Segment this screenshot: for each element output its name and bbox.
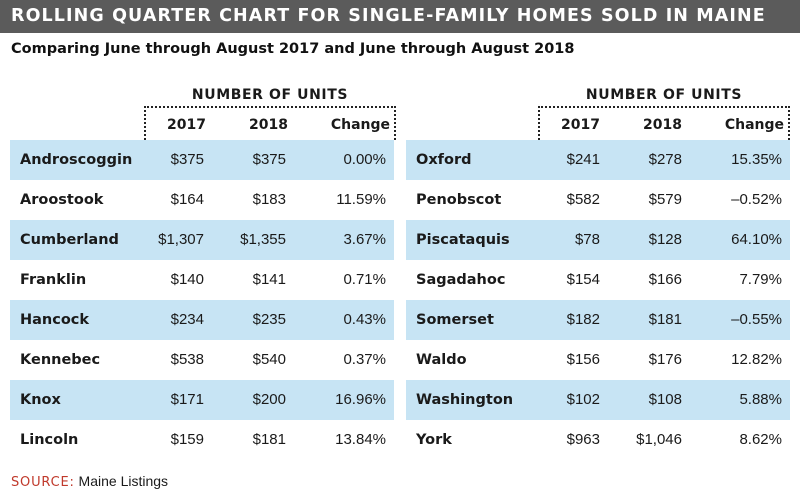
value-2018: $278 xyxy=(648,151,682,168)
value-2017: $375 xyxy=(170,151,204,168)
value-change: 7.79% xyxy=(739,271,782,288)
value-2018: $1,046 xyxy=(636,431,682,448)
value-2018: $108 xyxy=(648,391,682,408)
value-2017: $156 xyxy=(566,351,600,368)
value-2018: $181 xyxy=(648,311,682,328)
table-row: Somerset $182 $181 –0.55% xyxy=(406,300,790,340)
table-row: Aroostook $164 $183 11.59% xyxy=(10,180,394,220)
county-name: Oxford xyxy=(416,152,472,168)
county-name: Kennebec xyxy=(20,352,101,368)
value-2017: $78 xyxy=(574,231,600,248)
value-2017: $582 xyxy=(566,191,600,208)
right-table: NUMBER OF UNITS 2017 2018 Change Oxford $… xyxy=(406,86,790,460)
value-2018: $1,355 xyxy=(240,231,286,248)
county-name: Knox xyxy=(20,392,61,408)
county-name: Washington xyxy=(416,392,514,408)
value-2017: $963 xyxy=(566,431,600,448)
value-2017: $159 xyxy=(170,431,204,448)
value-2017: $102 xyxy=(566,391,600,408)
table-row: Kennebec $538 $540 0.37% xyxy=(10,340,394,380)
value-change: –0.52% xyxy=(731,191,782,208)
value-change: 0.71% xyxy=(343,271,386,288)
table-row: Waldo $156 $176 12.82% xyxy=(406,340,790,380)
column-header-2017: 2017 xyxy=(167,117,206,133)
value-2017: $154 xyxy=(566,271,600,288)
value-2018: $166 xyxy=(648,271,682,288)
value-2017: $538 xyxy=(170,351,204,368)
table-row: Hancock $234 $235 0.43% xyxy=(10,300,394,340)
county-name: Aroostook xyxy=(20,192,104,208)
value-change: –0.55% xyxy=(731,311,782,328)
table-row: Cumberland $1,307 $1,355 3.67% xyxy=(10,220,394,260)
value-2018: $540 xyxy=(252,351,286,368)
chart-subtitle: Comparing June through August 2017 and J… xyxy=(11,41,575,57)
value-change: 15.35% xyxy=(731,151,782,168)
table-row: Androscoggin $375 $375 0.00% xyxy=(10,140,394,180)
value-2017: $1,307 xyxy=(158,231,204,248)
table-row: Franklin $140 $141 0.71% xyxy=(10,260,394,300)
source-label: SOURCE: xyxy=(11,475,75,490)
county-name: Hancock xyxy=(20,312,90,328)
value-change: 11.59% xyxy=(336,191,386,208)
column-header-2017: 2017 xyxy=(561,117,600,133)
value-2018: $141 xyxy=(252,271,286,288)
county-name: Piscataquis xyxy=(416,232,510,248)
column-header-2018: 2018 xyxy=(249,117,288,133)
value-2018: $375 xyxy=(252,151,286,168)
table-row: Knox $171 $200 16.96% xyxy=(10,380,394,420)
table-rows-right: Oxford $241 $278 15.35% Penobscot $582 $579 –0.… xyxy=(406,140,790,460)
value-change: 12.82% xyxy=(731,351,782,368)
value-change: 8.62% xyxy=(739,431,782,448)
table-row: Oxford $241 $278 15.35% xyxy=(406,140,790,180)
table-row: Penobscot $582 $579 –0.52% xyxy=(406,180,790,220)
value-2018: $235 xyxy=(252,311,286,328)
value-2017: $140 xyxy=(170,271,204,288)
table-row: Lincoln $159 $181 13.84% xyxy=(10,420,394,460)
county-name: Lincoln xyxy=(20,432,79,448)
value-2018: $128 xyxy=(648,231,682,248)
value-change: 5.88% xyxy=(739,391,782,408)
value-change: 64.10% xyxy=(731,231,782,248)
value-change: 3.67% xyxy=(343,231,386,248)
value-2018: $200 xyxy=(252,391,286,408)
left-table: NUMBER OF UNITS 2017 2018 Change Androsc… xyxy=(10,86,396,460)
value-2018: $183 xyxy=(252,191,286,208)
column-header-left: 2017 2018 Change xyxy=(144,106,396,140)
value-change: 13.84% xyxy=(335,431,386,448)
value-2018: $176 xyxy=(648,351,682,368)
value-change: 0.43% xyxy=(343,311,386,328)
column-header-change: Change xyxy=(330,117,390,133)
county-name: Somerset xyxy=(416,312,494,328)
group-title-left: NUMBER OF UNITS xyxy=(191,87,349,103)
value-2018: $579 xyxy=(648,191,682,208)
column-header-2018: 2018 xyxy=(643,117,682,133)
county-name: York xyxy=(416,432,452,448)
county-name: Sagadahoc xyxy=(416,272,506,288)
county-name: Waldo xyxy=(416,352,467,368)
column-header-right: 2017 2018 Change xyxy=(538,106,790,140)
value-change: 0.00% xyxy=(343,151,386,168)
source-text: Maine Listings xyxy=(78,473,169,489)
table-rows-left: Androscoggin $375 $375 0.00% Aroostook $164 $1… xyxy=(10,140,394,460)
value-change: 0.37% xyxy=(343,351,386,368)
source-note: SOURCE: Maine Listings xyxy=(11,473,168,490)
value-2017: $164 xyxy=(170,191,204,208)
value-change: 16.96% xyxy=(335,391,386,408)
county-name: Franklin xyxy=(20,272,87,288)
county-name: Androscoggin xyxy=(20,152,133,168)
group-title-right: NUMBER OF UNITS xyxy=(585,87,743,103)
value-2017: $234 xyxy=(170,311,204,328)
value-2017: $171 xyxy=(170,391,204,408)
value-2017: $182 xyxy=(566,311,600,328)
value-2017: $241 xyxy=(566,151,600,168)
table-row: Sagadahoc $154 $166 7.79% xyxy=(406,260,790,300)
county-name: Penobscot xyxy=(416,192,502,208)
table-row: Washington $102 $108 5.88% xyxy=(406,380,790,420)
value-2018: $181 xyxy=(252,431,286,448)
table-row: Piscataquis $78 $128 64.10% xyxy=(406,220,790,260)
column-header-change: Change xyxy=(724,117,784,133)
table-row: York $963 $1,046 8.62% xyxy=(406,420,790,460)
county-name: Cumberland xyxy=(20,232,119,248)
chart-title: ROLLING QUARTER CHART FOR SINGLE-FAMILY … xyxy=(0,0,800,33)
